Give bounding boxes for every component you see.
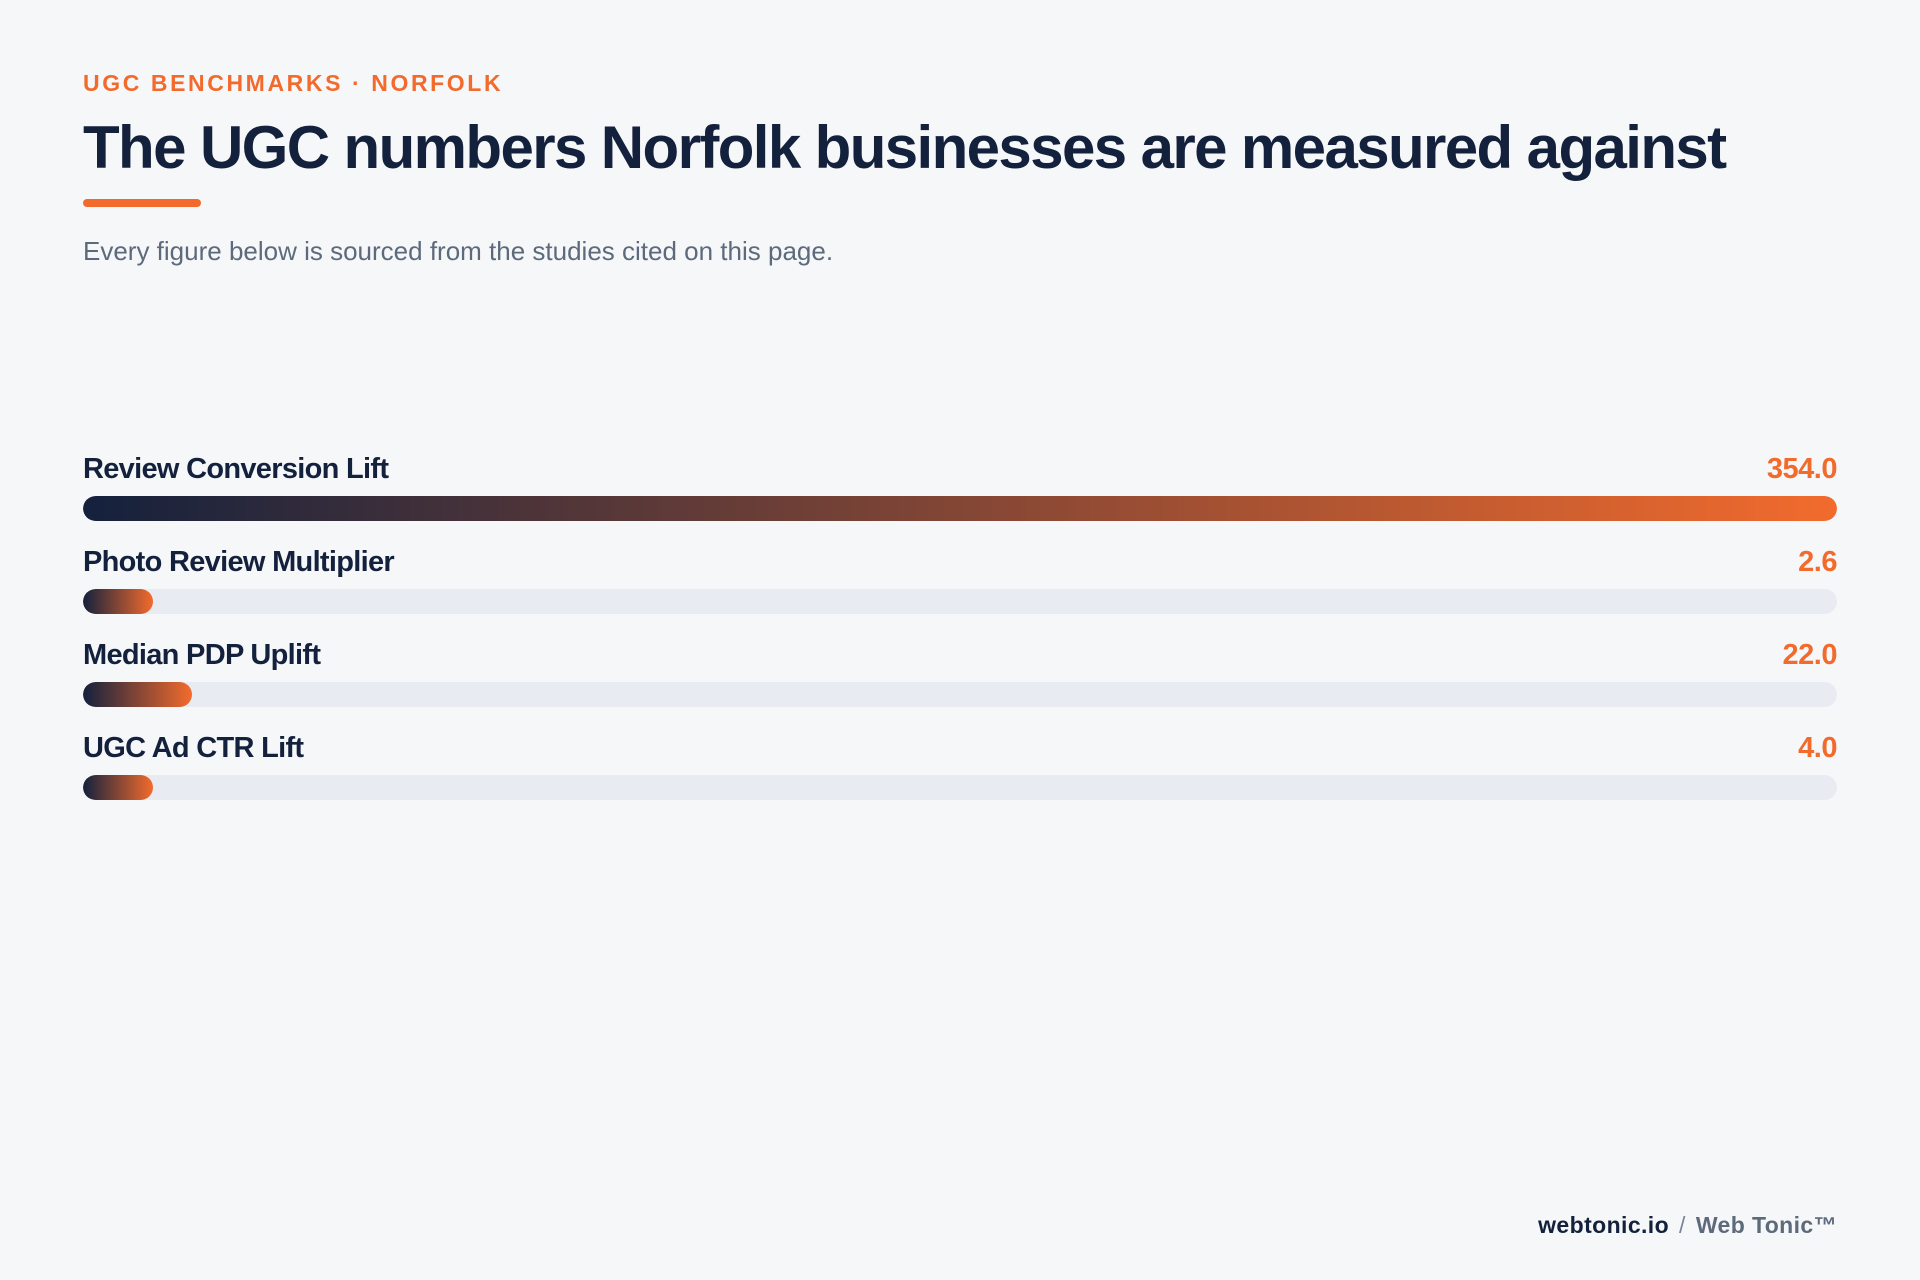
bar-fill xyxy=(83,682,192,707)
bar-fill xyxy=(83,589,153,614)
bar-label: UGC Ad CTR Lift xyxy=(83,732,304,764)
bar-track xyxy=(83,682,1837,707)
bar-row: Review Conversion Lift 354.0 xyxy=(83,450,1838,543)
bar-label: Median PDP Uplift xyxy=(83,639,321,671)
bar-value-label: 354.0 xyxy=(1766,453,1838,485)
bar-value-label: 2.6 xyxy=(1798,546,1837,578)
footer-credit: webtonic.io / Web Tonic™ xyxy=(1538,1212,1837,1239)
bar-fill xyxy=(83,775,153,800)
bar-row: UGC Ad CTR Lift 4.0 xyxy=(83,729,1837,822)
footer-domain: webtonic.io xyxy=(1538,1212,1670,1238)
bar-track xyxy=(83,496,1837,521)
page-title: The UGC numbers Norfolk businesses are m… xyxy=(83,114,1727,181)
footer-brand: Web Tonic™ xyxy=(1695,1212,1837,1238)
bar-fill xyxy=(83,496,1837,521)
page: UGC BENCHMARKS · NORFOLK The UGC numbers… xyxy=(83,0,1838,1280)
bar-row: Photo Review Multiplier 2.6 xyxy=(83,543,1837,636)
bar-value-label: 22.0 xyxy=(1782,639,1838,671)
bar-label: Photo Review Multiplier xyxy=(83,546,395,578)
page-subtitle: Every figure below is sourced from the s… xyxy=(83,236,834,266)
bar-value-label: 4.0 xyxy=(1798,732,1837,764)
eyebrow-label: UGC BENCHMARKS · NORFOLK xyxy=(83,70,504,96)
bar-track xyxy=(83,589,1837,614)
bar-row: Median PDP Uplift 22.0 xyxy=(83,636,1838,729)
bar-chart: Review Conversion Lift 354.0 Photo Review … xyxy=(83,450,1838,822)
bar-label: Review Conversion Lift xyxy=(83,453,389,485)
footer-separator: / xyxy=(1679,1212,1686,1238)
bar-track xyxy=(83,775,1837,800)
title-underline-accent xyxy=(83,199,201,207)
